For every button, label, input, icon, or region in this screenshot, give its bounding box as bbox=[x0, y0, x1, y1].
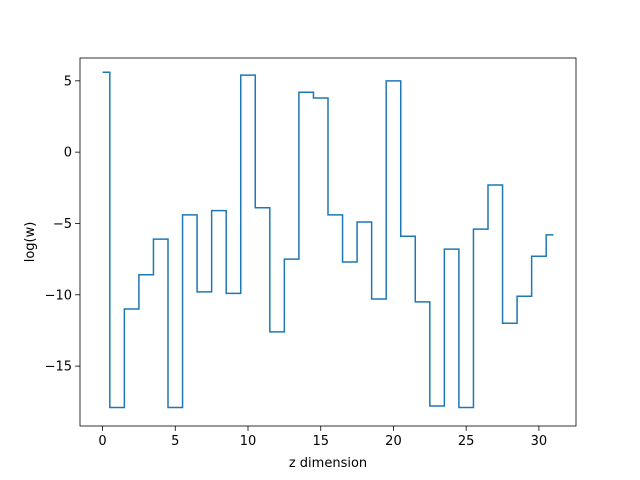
x-tick-label: 30 bbox=[531, 434, 548, 449]
y-tick-label: 5 bbox=[64, 74, 72, 89]
y-tick-label: 0 bbox=[64, 146, 72, 161]
x-axis-label: z dimension bbox=[289, 456, 367, 471]
series-layer bbox=[102, 71, 554, 409]
series-line-0 bbox=[102, 71, 554, 409]
x-axis: 0 5 10 15 20 25 30 bbox=[98, 426, 547, 449]
y-axis: 5 0 −5 −10 −15 bbox=[45, 74, 80, 375]
y-axis-label: log(w) bbox=[23, 222, 38, 263]
x-tick-label: 25 bbox=[458, 434, 475, 449]
y-tick-label: −10 bbox=[45, 288, 72, 303]
x-tick-label: 15 bbox=[312, 434, 329, 449]
x-tick-label: 0 bbox=[98, 434, 106, 449]
y-tick-label: −15 bbox=[45, 360, 72, 375]
y-tick-label: −5 bbox=[53, 217, 72, 232]
x-tick-label: 5 bbox=[171, 434, 179, 449]
x-tick-label: 20 bbox=[385, 434, 402, 449]
plot-frame bbox=[79, 57, 577, 427]
x-tick-label: 10 bbox=[240, 434, 257, 449]
